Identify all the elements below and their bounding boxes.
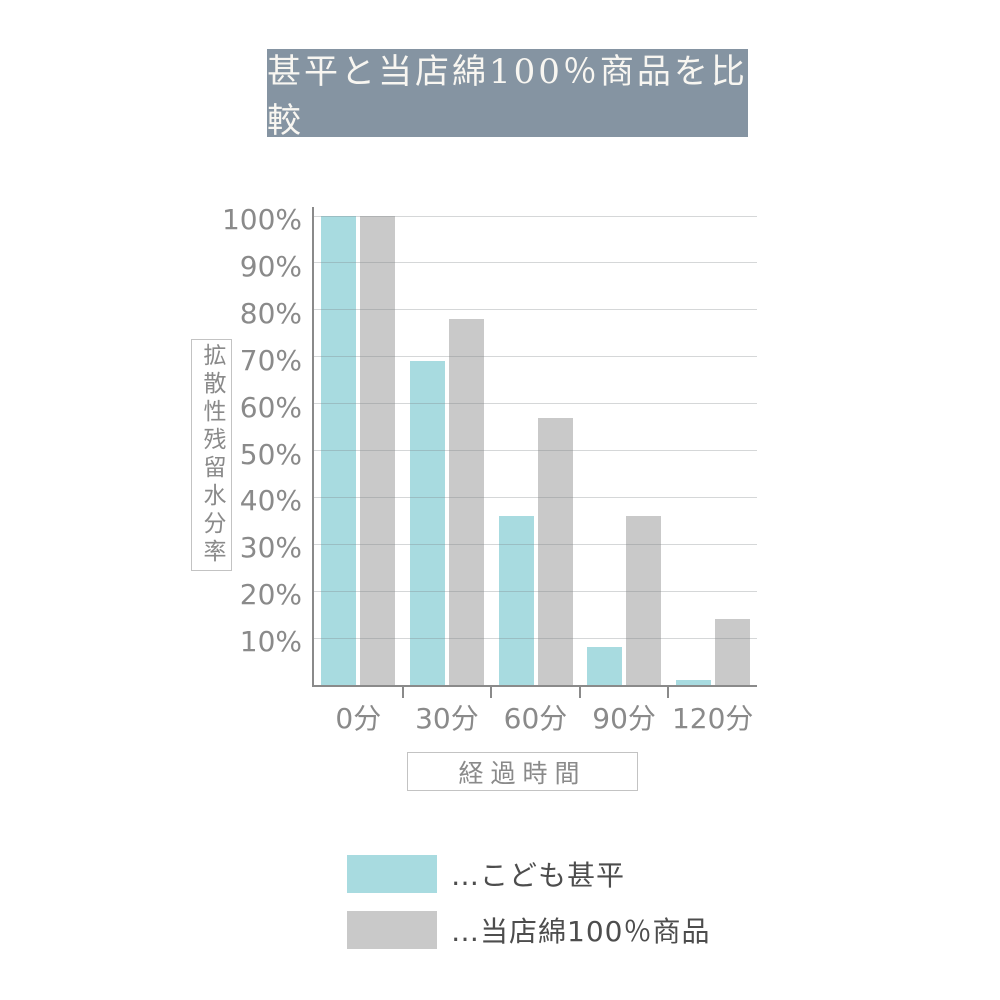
y-tick-label: 80%	[239, 296, 302, 330]
grid-line	[314, 356, 757, 358]
y-tick-label: 40%	[239, 484, 302, 518]
bar-30分-当店綿100％商品	[448, 319, 484, 685]
grid-line	[314, 403, 757, 405]
y-tick-label: 50%	[239, 437, 302, 471]
legend-label: …こども甚平	[451, 859, 626, 892]
x-axis-tick	[401, 687, 404, 698]
legend-item: …当店綿100％商品	[347, 910, 710, 950]
grid-line	[314, 262, 757, 264]
y-tick-label: 100%	[221, 203, 302, 236]
y-axis-line	[312, 207, 314, 687]
x-tick-label: 120分	[671, 702, 754, 735]
x-axis-tick-labels: 0分 30分 60分 90分 120分	[314, 697, 757, 737]
x-axis-title: 経過時間	[458, 758, 587, 788]
bar-120分-当店綿100％商品	[714, 619, 750, 685]
grid-line	[314, 590, 757, 592]
grid-line	[314, 450, 757, 451]
x-axis-title-box: 経過時間	[407, 752, 638, 791]
title-banner: 甚平と当店綿100％商品を比較	[267, 49, 748, 141]
plot-area	[312, 207, 757, 698]
grid-line	[314, 309, 757, 311]
legend-swatch	[347, 855, 437, 893]
x-tick-label: 90分	[592, 702, 656, 735]
grid-line	[314, 496, 757, 498]
bar-90分-こども甚平	[587, 647, 623, 685]
legend-label: …当店綿100％商品	[451, 915, 711, 948]
x-axis-tick	[578, 687, 581, 698]
y-axis-title: 拡散性残留水分率	[199, 343, 225, 567]
grid-line	[314, 215, 757, 217]
legend-swatch	[347, 911, 437, 949]
x-tick-label: 30分	[415, 702, 479, 735]
y-axis-title-box: 拡散性残留水分率	[191, 339, 232, 571]
y-tick-label: 10%	[239, 625, 302, 659]
x-axis-line	[312, 685, 757, 687]
x-tick-label: 0分	[335, 702, 382, 735]
bar-30分-こども甚平	[409, 361, 445, 685]
y-axis-tick-labels: 100% 90% 80% 70% 60% 50% 40% 30% 20% 10%	[185, 206, 302, 685]
y-tick-label: 60%	[239, 390, 302, 424]
bar-60分-当店綿100％商品	[537, 417, 573, 685]
grid-line	[314, 637, 757, 639]
x-axis-tick	[667, 687, 670, 698]
x-axis-tick	[490, 687, 493, 698]
bar-90分-当店綿100％商品	[626, 516, 662, 685]
bar-0分-当店綿100％商品	[360, 216, 396, 685]
legend-item: …こども甚平	[347, 854, 710, 894]
bar-120分-こども甚平	[675, 680, 711, 685]
y-tick-label: 20%	[239, 578, 302, 612]
chart-title: 甚平と当店綿100％商品を比較	[267, 52, 748, 141]
bar-0分-こども甚平	[321, 216, 357, 685]
y-tick-label: 30%	[239, 531, 302, 565]
y-tick-label: 70%	[239, 343, 302, 377]
grid-line	[314, 543, 757, 545]
y-tick-label: 90%	[239, 249, 302, 283]
legend: …こども甚平 …当店綿100％商品	[347, 854, 710, 950]
x-tick-label: 60分	[503, 702, 568, 735]
bar-60分-こども甚平	[498, 516, 534, 685]
